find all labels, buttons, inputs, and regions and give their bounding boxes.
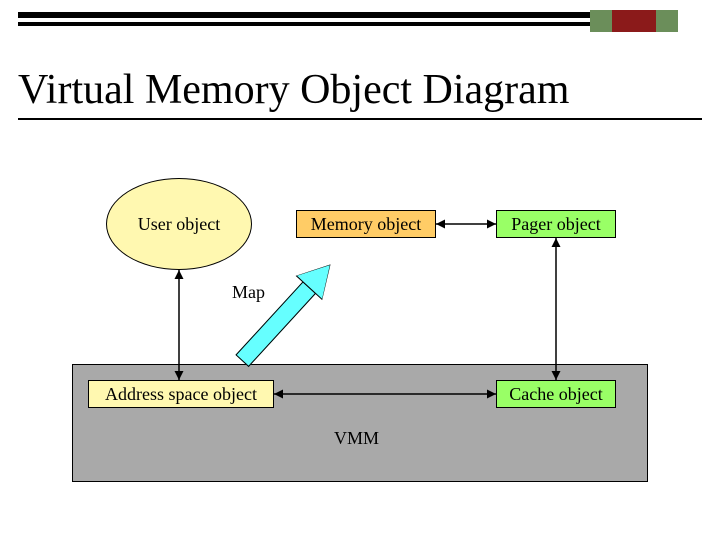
cache-object-node: Cache object <box>496 380 616 408</box>
map-label: Map <box>232 282 265 303</box>
cache-object-label: Cache object <box>509 384 602 405</box>
address-space-object-node: Address space object <box>88 380 274 408</box>
address-space-object-label: Address space object <box>105 384 257 405</box>
edges-layer <box>0 0 720 540</box>
pager-object-label: Pager object <box>511 214 600 235</box>
user-object-node: User object <box>106 178 252 270</box>
memory-object-node: Memory object <box>296 210 436 238</box>
memory-object-label: Memory object <box>311 214 421 235</box>
user-object-label: User object <box>138 214 220 235</box>
vmm-label: VMM <box>334 428 379 449</box>
pager-object-node: Pager object <box>496 210 616 238</box>
